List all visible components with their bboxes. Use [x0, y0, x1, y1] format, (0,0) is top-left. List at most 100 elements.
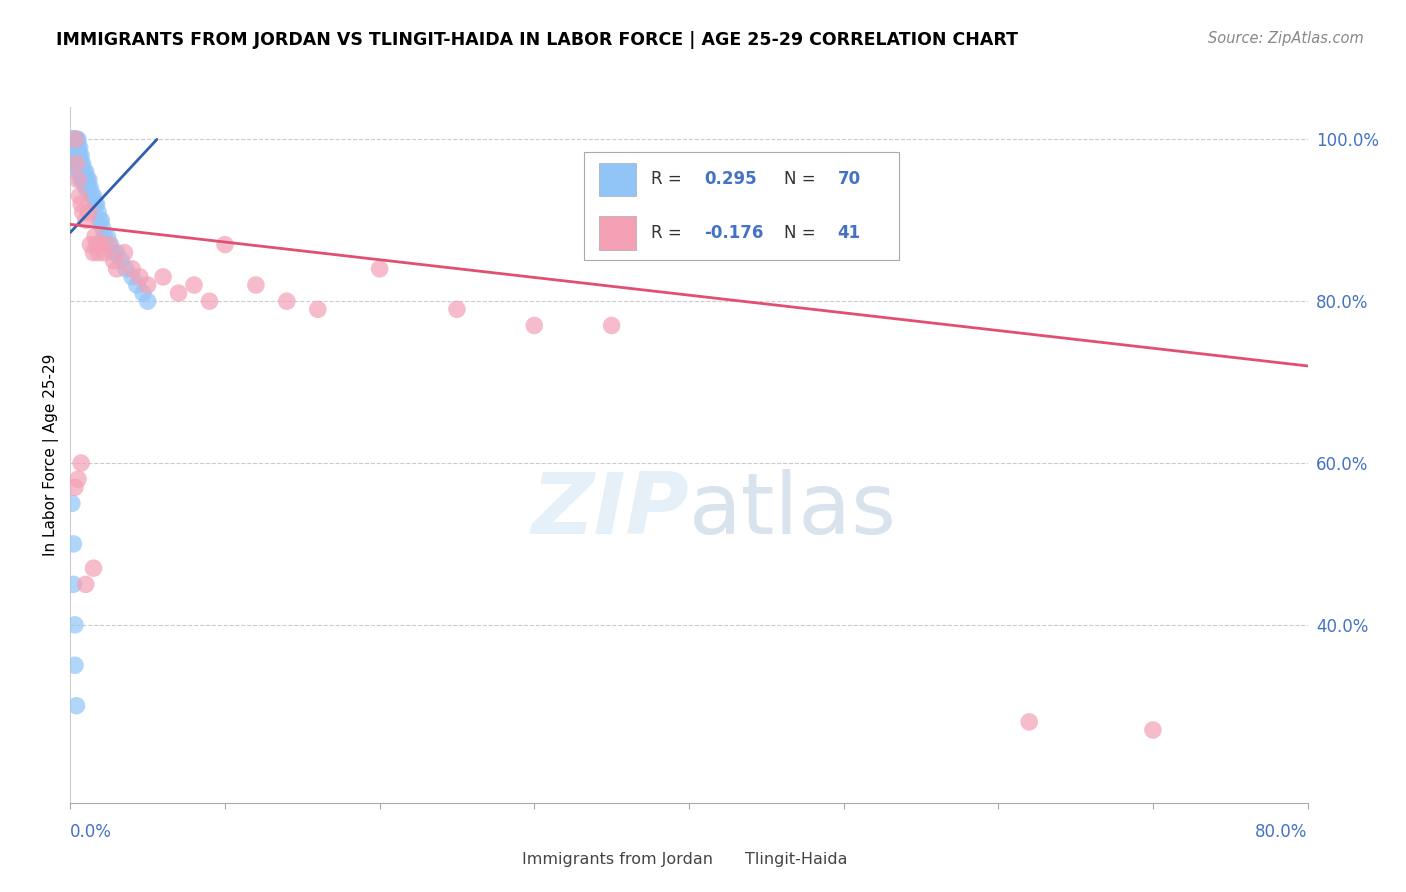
Point	[110, 253, 132, 268]
Point	[67, 173, 90, 187]
Point	[60, 496, 83, 510]
Point	[91, 221, 114, 235]
Point	[67, 156, 90, 170]
Text: Immigrants from Jordan: Immigrants from Jordan	[522, 852, 713, 867]
Point	[93, 245, 115, 260]
Point	[65, 156, 87, 170]
Y-axis label: In Labor Force | Age 25-29: In Labor Force | Age 25-29	[44, 354, 59, 556]
Point	[75, 577, 97, 591]
Point	[75, 181, 97, 195]
Point	[96, 229, 118, 244]
Point	[152, 269, 174, 284]
Point	[75, 213, 97, 227]
Point	[523, 318, 546, 333]
Point	[75, 173, 97, 187]
Point	[90, 213, 112, 227]
Point	[90, 237, 112, 252]
Point	[62, 132, 84, 146]
Text: Tlingit-Haida: Tlingit-Haida	[745, 852, 848, 867]
Point	[114, 245, 136, 260]
Point	[70, 456, 93, 470]
Point	[63, 132, 86, 146]
Point	[183, 278, 205, 293]
Point	[62, 577, 84, 591]
Point	[75, 165, 97, 179]
Point	[121, 261, 143, 276]
Point	[67, 472, 90, 486]
Point	[65, 156, 87, 170]
Point	[65, 132, 87, 146]
Point	[70, 197, 93, 211]
Text: 0.0%: 0.0%	[70, 823, 112, 841]
Point	[121, 269, 143, 284]
Point	[214, 237, 236, 252]
Point	[115, 261, 138, 276]
Point	[60, 132, 83, 146]
Point	[65, 140, 87, 154]
Text: 0.295: 0.295	[704, 170, 756, 188]
Point	[69, 148, 91, 162]
Point	[1018, 714, 1040, 729]
Point	[73, 165, 96, 179]
Point	[368, 261, 391, 276]
Point	[1142, 723, 1164, 737]
Text: -0.176: -0.176	[704, 224, 763, 242]
Point	[79, 181, 101, 195]
Text: N =: N =	[785, 224, 821, 242]
Point	[76, 173, 98, 187]
Point	[103, 253, 125, 268]
Text: IMMIGRANTS FROM JORDAN VS TLINGIT-HAIDA IN LABOR FORCE | AGE 25-29 CORRELATION C: IMMIGRANTS FROM JORDAN VS TLINGIT-HAIDA …	[56, 31, 1018, 49]
Point	[60, 132, 83, 146]
Point	[69, 165, 91, 179]
Point	[67, 148, 90, 162]
Point	[63, 132, 86, 146]
Point	[69, 156, 91, 170]
Text: ZIP: ZIP	[531, 469, 689, 552]
Point	[63, 148, 86, 162]
Point	[63, 156, 86, 170]
Point	[70, 156, 93, 170]
Point	[125, 278, 148, 293]
Point	[72, 173, 94, 187]
Text: 41: 41	[838, 224, 860, 242]
Point	[67, 132, 90, 146]
Point	[70, 148, 93, 162]
Point	[132, 286, 155, 301]
Text: atlas: atlas	[689, 469, 897, 552]
Point	[72, 156, 94, 170]
Point	[245, 278, 267, 293]
Point	[86, 197, 108, 211]
FancyBboxPatch shape	[599, 162, 636, 196]
Point	[62, 132, 84, 146]
Point	[86, 237, 108, 252]
Point	[105, 261, 128, 276]
Point	[129, 269, 152, 284]
Point	[67, 140, 90, 154]
Point	[62, 132, 84, 146]
Point	[100, 237, 122, 252]
Point	[103, 245, 125, 260]
Point	[84, 197, 107, 211]
FancyBboxPatch shape	[478, 846, 513, 872]
Point	[87, 245, 110, 260]
Text: 80.0%: 80.0%	[1256, 823, 1308, 841]
FancyBboxPatch shape	[702, 846, 735, 872]
Point	[276, 294, 298, 309]
Point	[65, 698, 87, 713]
FancyBboxPatch shape	[599, 216, 636, 250]
Point	[60, 132, 83, 146]
Point	[77, 181, 100, 195]
Point	[136, 294, 159, 309]
Text: R =: R =	[651, 224, 686, 242]
Point	[87, 205, 110, 219]
Point	[63, 132, 86, 146]
Text: N =: N =	[785, 170, 821, 188]
Point	[84, 229, 107, 244]
Point	[198, 294, 221, 309]
Point	[600, 318, 623, 333]
Point	[136, 278, 159, 293]
Point	[62, 537, 84, 551]
Text: Source: ZipAtlas.com: Source: ZipAtlas.com	[1208, 31, 1364, 46]
Point	[65, 148, 87, 162]
Point	[69, 140, 91, 154]
